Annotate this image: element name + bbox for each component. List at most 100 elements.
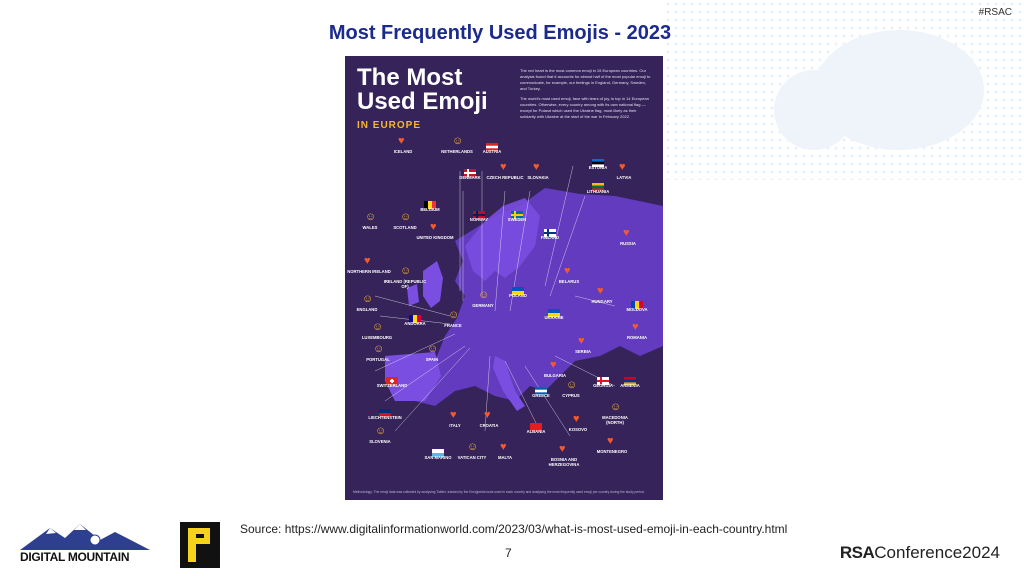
country-label: AUSTRIA <box>482 149 502 154</box>
country-label: GERMANY <box>472 303 494 308</box>
country-label: SCOTLAND <box>393 225 417 230</box>
flag-andorra-icon <box>409 310 421 323</box>
flag-estonia-icon <box>592 154 604 167</box>
red-heart-icon: ♥ <box>619 161 626 173</box>
red-heart-icon: ♥ <box>573 413 580 425</box>
poster-subtitle: IN EUROPE <box>357 120 422 131</box>
red-heart-icon: ♥ <box>484 409 491 421</box>
country-label: IRELAND (REPUBLIC OF) <box>383 279 427 289</box>
flag-belgium-icon <box>424 196 436 209</box>
source-citation: Source: https://www.digitalinformationwo… <box>240 522 788 536</box>
country-label: SPAIN <box>425 357 439 362</box>
country-label: SWEDEN <box>507 217 527 222</box>
flag-armenia-icon <box>624 372 636 385</box>
red-heart-icon: ♥ <box>430 221 437 233</box>
poster-title-line2: Used Emoji <box>357 88 488 115</box>
country-label: FINLAND <box>540 235 560 240</box>
smiley-face-icon: ☺ <box>610 401 622 413</box>
digital-mountain-logo <box>20 522 170 568</box>
country-label: HUNGARY <box>591 299 613 304</box>
country-label: MALTA <box>497 455 513 460</box>
country-label: SWITZERLAND <box>376 383 408 388</box>
country-label: FRANCE <box>444 323 462 328</box>
flag-liechtenstein-icon <box>379 404 391 417</box>
smiley-face-icon: ☺ <box>373 343 385 355</box>
flag-austria-icon <box>486 138 498 151</box>
flag-ukraine-icon <box>548 304 560 317</box>
country-label: SERBIA <box>575 349 591 354</box>
country-label: LITHUANIA <box>586 189 610 194</box>
red-heart-icon: ♥ <box>607 435 614 447</box>
red-heart-icon: ♥ <box>500 161 507 173</box>
country-label: UNITED KINGDOM <box>416 235 454 240</box>
country-label: BELGIUM <box>420 207 440 212</box>
poster-intro-paragraph: The world's most used emoji, face with t… <box>520 96 649 119</box>
smiley-face-icon: ☺ <box>478 289 490 301</box>
page-number: 7 <box>505 546 512 560</box>
flag-greece-icon <box>535 382 547 395</box>
emoji-map-infographic: The Most Used Emoji IN EUROPE The red he… <box>345 56 663 500</box>
country-label: CZECH REPUBLIC <box>486 175 524 180</box>
europe-map <box>374 165 663 437</box>
country-label: LATVIA <box>616 175 632 180</box>
smiley-face-icon: ☺ <box>365 211 377 223</box>
country-label: ESTONIA <box>588 165 608 170</box>
flag-albania-icon <box>530 418 542 431</box>
red-heart-icon: ♥ <box>550 359 557 371</box>
slide-title: Most Frequently Used Emojis - 2023 <box>328 22 672 44</box>
red-heart-icon: ♥ <box>533 161 540 173</box>
country-label: CYPRUS <box>562 393 580 398</box>
background-circle <box>774 70 854 150</box>
country-label: RUSSIA <box>620 241 636 246</box>
flag-sweden-icon <box>511 206 523 219</box>
italy-landmass <box>493 356 525 411</box>
smiley-face-icon: ☺ <box>452 135 464 147</box>
conference-wordmark: Conference2024 <box>874 543 1000 562</box>
smiley-face-icon: ☺ <box>427 343 439 355</box>
flag-ukraine-icon <box>512 282 524 295</box>
smiley-face-icon: ☺ <box>448 309 460 321</box>
poster-title: The Most Used Emoji <box>357 66 488 114</box>
smiley-face-icon: ☺ <box>372 321 384 333</box>
country-label: VATICAN CITY <box>457 455 487 460</box>
rsa-conference-logo: RSAConference2024 <box>840 543 1000 563</box>
flag-finland-icon <box>544 224 556 237</box>
country-label: CROATIA <box>479 423 499 428</box>
country-label: LIECHTENSTEIN <box>368 415 402 420</box>
flag-norway-icon <box>473 206 485 219</box>
country-label: MONTENEGRO <box>596 449 628 454</box>
country-label: NETHERLANDS <box>441 149 473 154</box>
poster-intro: The red heart is the most common emoji i… <box>520 68 652 120</box>
country-label: ENGLAND <box>356 307 378 312</box>
red-heart-icon: ♥ <box>623 227 630 239</box>
flag-switzerland-icon <box>386 372 398 385</box>
country-label: BULGARIA <box>543 373 567 378</box>
poster-intro-paragraph: The red heart is the most common emoji i… <box>520 68 651 91</box>
country-label: SLOVENIA <box>369 439 391 444</box>
country-label: UKRAINE <box>544 315 564 320</box>
flag-san-marino-icon <box>432 444 444 457</box>
country-label: POLAND <box>509 293 527 298</box>
digital-mountain-wordmark: DIGITAL MOUNTAIN <box>20 550 130 564</box>
smiley-face-icon: ☺ <box>362 293 374 305</box>
country-label: SLOVAKIA <box>527 175 549 180</box>
poster-title-line1: The Most <box>357 64 463 91</box>
country-label: KOSOVO <box>568 427 588 432</box>
country-label: MACEDONIA (NORTH) <box>602 415 628 425</box>
country-label: ITALY <box>449 423 461 428</box>
country-label: WALES <box>362 225 378 230</box>
red-heart-icon: ♥ <box>559 443 566 455</box>
red-heart-icon: ♥ <box>578 335 585 347</box>
smiley-face-icon: ☺ <box>400 211 412 223</box>
flag-lithuania-icon <box>592 178 604 191</box>
red-heart-icon: ♥ <box>632 321 639 333</box>
red-heart-icon: ♥ <box>364 255 371 267</box>
country-label: GREECE <box>532 393 550 398</box>
rsa-wordmark: RSA <box>839 543 875 562</box>
partner-logo <box>180 522 220 568</box>
iberia-landmass <box>385 352 441 401</box>
red-heart-icon: ♥ <box>500 441 507 453</box>
country-label: ANDORRA <box>404 321 426 326</box>
country-label: ALBANIA <box>526 429 546 434</box>
mountain-icon <box>20 524 150 550</box>
